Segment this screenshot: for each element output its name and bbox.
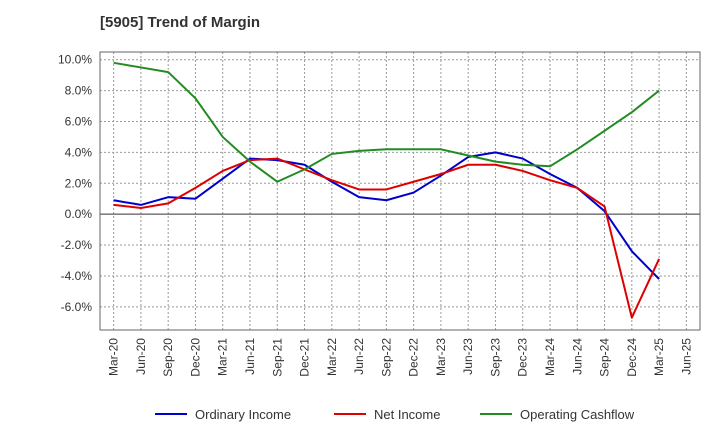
x-tick-label: Sep-20 xyxy=(161,338,175,377)
grid xyxy=(100,52,700,330)
y-axis-ticks: 10.0% 8.0% 6.0% 4.0% 2.0% 0.0% -2.0% -4.0% -6.0% xyxy=(58,53,92,314)
x-tick-label: Mar-25 xyxy=(652,338,666,376)
y-tick-label: 4.0% xyxy=(65,145,93,159)
chart-title: [5905] Trend of Margin xyxy=(100,14,261,31)
plot-border xyxy=(99,51,701,331)
x-tick-label: Mar-24 xyxy=(543,338,557,376)
series-lines xyxy=(113,61,660,319)
y-tick-label: 6.0% xyxy=(65,115,93,129)
x-tick-label: Mar-22 xyxy=(325,338,339,376)
x-tick-label: Sep-24 xyxy=(598,338,612,377)
legend-label: Net Income xyxy=(374,407,440,422)
x-tick-label: Sep-22 xyxy=(379,338,393,377)
series-line-net-income xyxy=(113,157,660,319)
x-tick-label: Dec-21 xyxy=(298,338,312,377)
x-tick-label: Jun-25 xyxy=(679,338,693,375)
x-tick-label: Jun-20 xyxy=(134,338,148,375)
y-tick-label: -2.0% xyxy=(61,238,93,252)
legend-label: Operating Cashflow xyxy=(520,407,635,422)
y-tick-label: 10.0% xyxy=(58,53,92,67)
x-tick-label: Mar-23 xyxy=(434,338,448,376)
plot-area xyxy=(100,52,700,330)
x-tick-label: Dec-22 xyxy=(407,338,421,377)
x-tick-label: Jun-24 xyxy=(570,338,584,375)
legend: Ordinary Income Net Income Operating Cashf… xyxy=(155,407,635,422)
x-tick-label: Jun-21 xyxy=(243,338,257,375)
x-tick-label: Dec-23 xyxy=(516,338,530,377)
series-line-operating-cashflow xyxy=(113,61,660,183)
y-tick-label: 0.0% xyxy=(65,207,93,221)
x-tick-label: Mar-21 xyxy=(216,338,230,376)
x-tick-label: Jun-23 xyxy=(461,338,475,375)
y-tick-label: -4.0% xyxy=(61,269,93,283)
y-tick-label: 2.0% xyxy=(65,176,93,190)
y-tick-label: 8.0% xyxy=(65,84,93,98)
x-tick-label: Sep-23 xyxy=(488,338,502,377)
legend-label: Ordinary Income xyxy=(195,407,291,422)
x-tick-label: Dec-24 xyxy=(625,338,639,377)
x-tick-label: Sep-21 xyxy=(270,338,284,377)
y-tick-label: -6.0% xyxy=(61,300,93,314)
x-tick-label: Jun-22 xyxy=(352,338,366,375)
x-tick-label: Mar-20 xyxy=(107,338,121,376)
series-line-ordinary-income xyxy=(113,151,660,280)
x-tick-label: Dec-20 xyxy=(188,338,202,377)
x-axis-ticks: Mar-20 Jun-20 Sep-20 Dec-20 Mar-21 Jun-21 Sep-… xyxy=(107,338,694,377)
